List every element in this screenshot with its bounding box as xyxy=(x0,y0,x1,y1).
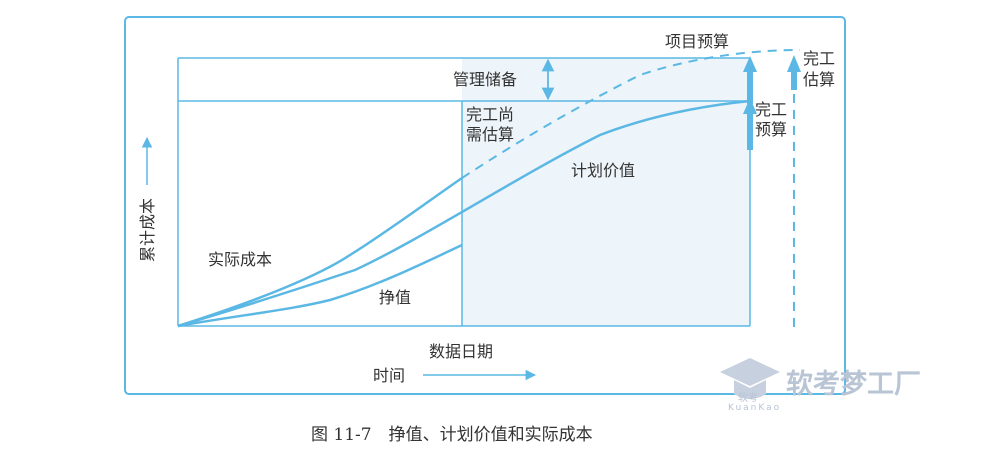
label-time-axis: 时间 xyxy=(373,366,405,385)
label-project-budget: 项目预算 xyxy=(665,32,729,51)
label-bac-line1: 完工 xyxy=(755,100,787,119)
label-earned-value: 挣值 xyxy=(379,288,411,307)
figure-caption: 图 11-7 挣值、计划价值和实际成本 xyxy=(311,425,593,445)
actual-cost-curve xyxy=(177,176,463,328)
watermark: 软考 软考梦工厂 KuanKao xyxy=(720,358,921,413)
label-eac-line2: 估算 xyxy=(803,70,835,89)
planned-value-curve xyxy=(177,99,751,328)
label-etc-line2: 需估算 xyxy=(466,125,514,144)
label-planned-value: 计划价值 xyxy=(571,161,635,180)
label-management-reserve: 管理储备 xyxy=(453,70,517,89)
label-y-axis: 累计成本 xyxy=(138,198,157,262)
up-arrow-icon xyxy=(787,55,801,90)
label-bac-line2: 预算 xyxy=(755,120,787,139)
graduation-cap-icon: 软考 xyxy=(720,358,780,404)
up-arrow-icon xyxy=(743,56,757,104)
watermark-text: 软考梦工厂 xyxy=(786,369,921,400)
label-etc-line1: 完工尚 xyxy=(466,105,514,124)
label-eac-line1: 完工 xyxy=(803,49,835,68)
label-actual-cost: 实际成本 xyxy=(208,250,272,269)
earned-value-curve xyxy=(177,243,463,328)
label-data-date: 数据日期 xyxy=(429,342,493,361)
forecast-cost-curve xyxy=(461,49,801,179)
up-arrow-icon xyxy=(743,98,757,150)
svg-text:软考: 软考 xyxy=(738,391,758,404)
watermark-subtext: KuanKao xyxy=(728,403,781,413)
outer-frame xyxy=(124,16,846,395)
future-region-shade xyxy=(462,58,750,326)
